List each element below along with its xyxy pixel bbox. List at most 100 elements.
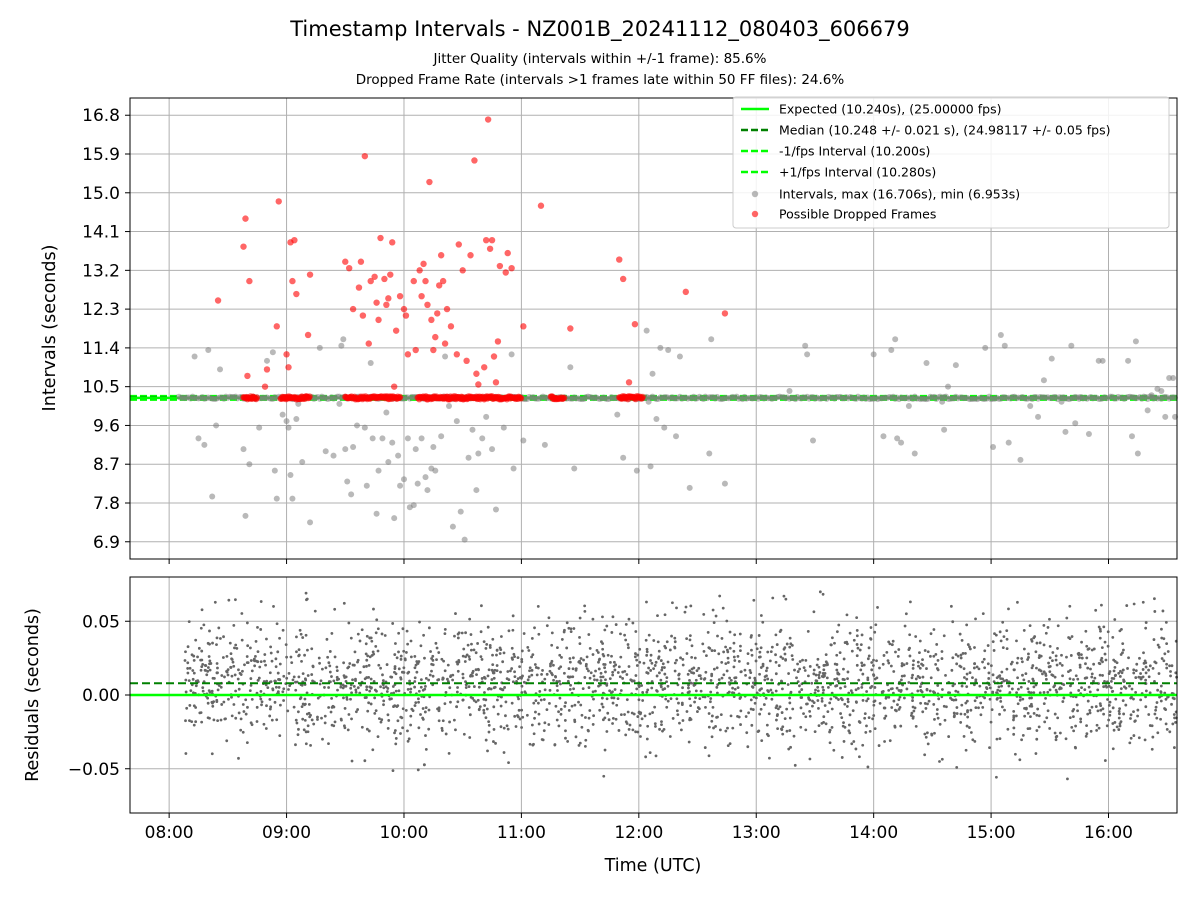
residual-point xyxy=(467,655,471,659)
residual-point xyxy=(406,739,410,743)
dropped-frame-point xyxy=(240,243,247,250)
residual-point xyxy=(1138,656,1141,660)
residual-point xyxy=(856,687,860,690)
residual-point xyxy=(249,721,253,725)
residual-point xyxy=(330,705,334,709)
residual-point xyxy=(496,698,499,702)
residual-point xyxy=(541,669,544,672)
residual-point xyxy=(1072,729,1076,733)
residual-point xyxy=(1165,662,1169,666)
residual-point xyxy=(424,676,428,680)
residual-point xyxy=(1164,697,1168,701)
residual-point xyxy=(598,708,602,712)
residual-point xyxy=(387,719,391,722)
residual-point xyxy=(278,636,281,640)
residual-point xyxy=(303,703,306,707)
residual-point xyxy=(333,655,337,659)
residual-point xyxy=(754,659,758,663)
residual-point xyxy=(850,742,854,746)
residual-point xyxy=(887,695,891,699)
residual-point xyxy=(979,701,983,705)
residual-point xyxy=(1069,654,1073,657)
residual-point xyxy=(417,726,421,730)
residual-point xyxy=(263,659,266,663)
residual-point xyxy=(822,668,826,672)
residual-point xyxy=(1132,671,1136,675)
residual-point xyxy=(647,666,650,670)
residual-point xyxy=(391,769,395,773)
residual-point xyxy=(227,598,231,602)
residual-point xyxy=(1037,725,1041,729)
residual-point xyxy=(186,667,190,670)
residual-point xyxy=(300,659,303,663)
dropped-frame-point xyxy=(422,277,429,285)
dropped-frame-point xyxy=(424,301,431,309)
residual-point xyxy=(646,724,650,728)
residual-point xyxy=(393,729,397,732)
residual-point xyxy=(785,707,789,711)
residual-point xyxy=(362,665,366,669)
residual-point xyxy=(1005,647,1009,651)
residual-point xyxy=(1124,703,1128,707)
residual-point xyxy=(869,626,873,629)
residual-point xyxy=(199,668,203,672)
residual-point xyxy=(948,691,952,695)
residual-point xyxy=(882,654,886,657)
residual-point xyxy=(496,712,500,716)
residual-point xyxy=(945,705,948,709)
residual-point xyxy=(877,744,881,747)
residual-point xyxy=(365,688,369,692)
residual-point xyxy=(274,665,278,669)
residual-point xyxy=(299,632,303,636)
residual-point xyxy=(724,662,728,666)
residual-point xyxy=(328,650,332,653)
residual-point xyxy=(533,716,536,720)
residual-point xyxy=(246,705,249,709)
residual-point xyxy=(468,713,472,717)
residual-point xyxy=(427,727,431,731)
residual-point xyxy=(1038,691,1042,695)
residual-point xyxy=(285,676,289,680)
residual-point xyxy=(605,624,609,628)
residual-point xyxy=(835,668,839,672)
residual-point xyxy=(249,683,253,687)
residual-point xyxy=(981,612,985,616)
residual-point xyxy=(268,671,272,675)
residual-point xyxy=(502,651,506,655)
residual-point xyxy=(275,622,279,626)
residual-point xyxy=(376,627,380,631)
residual-point xyxy=(1129,736,1133,740)
residual-point xyxy=(563,704,567,708)
residual-point xyxy=(1069,691,1073,695)
residual-point xyxy=(1010,687,1014,691)
dropped-frame-point xyxy=(285,364,292,371)
residual-point xyxy=(910,676,914,680)
residual-point xyxy=(969,708,973,712)
residual-point xyxy=(461,698,465,702)
interval-point xyxy=(997,331,1004,338)
residual-point xyxy=(249,677,253,680)
residual-point xyxy=(406,729,409,733)
interval-point xyxy=(661,424,668,431)
residual-point xyxy=(587,633,591,636)
residual-point xyxy=(259,600,263,603)
residual-point xyxy=(995,676,999,680)
residual-point xyxy=(806,630,810,633)
interval-point xyxy=(708,336,715,343)
residual-point xyxy=(890,706,894,709)
residual-point xyxy=(671,717,675,720)
residual-point xyxy=(368,685,372,689)
residual-point xyxy=(1134,690,1138,694)
interval-point xyxy=(809,437,816,444)
residual-point xyxy=(966,715,970,719)
residual-point xyxy=(335,665,339,669)
residual-point xyxy=(807,697,811,701)
residual-point xyxy=(710,735,714,739)
residual-point xyxy=(817,676,821,680)
residual-point xyxy=(911,705,915,709)
residual-point xyxy=(634,730,637,734)
residual-point xyxy=(281,690,285,694)
residual-point xyxy=(1111,722,1115,725)
residual-point xyxy=(406,671,410,675)
residual-point xyxy=(748,676,752,680)
